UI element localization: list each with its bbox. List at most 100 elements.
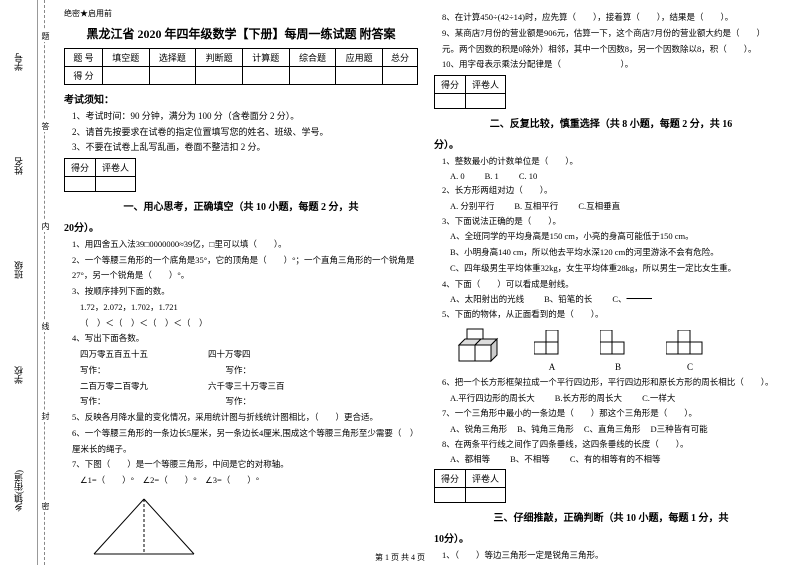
sb-cell — [435, 488, 466, 503]
question: 7、下图（ ）是一个等腰三角形，中间是它的对称轴。 — [72, 458, 418, 471]
th: 选择题 — [149, 49, 196, 67]
question: 4、下面（ ）可以看成是射线。 — [442, 278, 788, 291]
opt-label: B — [600, 362, 636, 372]
grid-icon — [534, 330, 570, 360]
td — [196, 67, 243, 85]
sb-cell — [466, 94, 506, 109]
th: 总分 — [382, 49, 417, 67]
question: 6、一个等腰三角形的一条边长5厘米，另一条边长4厘米,围成这个等腰三角形至少需要… — [72, 427, 418, 440]
question: 3、按顺序排列下面的数。 — [72, 285, 418, 298]
dash-label: 密 — [40, 500, 51, 512]
triangle-diagram — [84, 494, 204, 564]
cube-figure — [454, 325, 504, 372]
th: 填空题 — [102, 49, 149, 67]
question: 4、写出下面各数。 — [72, 332, 418, 345]
margin-label: 学号 — [12, 53, 25, 71]
td — [289, 67, 336, 85]
td — [382, 67, 417, 85]
sb-cell — [466, 488, 506, 503]
part2-title: 二、反复比较，慎重选择（共 8 小题，每题 2 分，共 16 — [434, 115, 788, 130]
question-sub: ∠1=（ ）° ∠2=（ ）° ∠3=（ ）° — [80, 474, 418, 487]
opt: A、都相等 — [450, 453, 490, 465]
question: 2、长方形两组对边（ ）。 — [442, 184, 788, 197]
text: 六千零三十万零三百 — [208, 380, 285, 393]
notice-item: 1、考试时间：90 分钟，满分为 100 分（含卷面分 2 分）。 — [72, 110, 418, 123]
table-row: 得 分 — [65, 67, 418, 85]
opt: C.一样大 — [642, 392, 675, 404]
section-score-box: 得分评卷人 — [434, 469, 506, 503]
th: 应用题 — [336, 49, 383, 67]
th: 题 号 — [65, 49, 103, 67]
opt: B、钝角三角形 — [517, 423, 574, 435]
td — [149, 67, 196, 85]
question-sub: 1.72，2.072，1.702，1.721 — [80, 301, 418, 314]
dashed-line — [44, 0, 45, 565]
opt: B、铅笔的长 — [544, 293, 592, 305]
dash-label: 线 — [40, 320, 51, 332]
cubes-icon — [454, 325, 504, 370]
binding-margin: 学号 姓名 班级 学校 乡镇(街道) — [0, 0, 38, 565]
part2-sub: 分）。 — [434, 136, 788, 151]
th: 判断题 — [196, 49, 243, 67]
question: 元。两个因数的积是0除外）相邻，其中一个因数8，另一个因数除以8，积（ ）。 — [442, 43, 788, 56]
question-sub: 写作： 写作： — [80, 364, 418, 377]
opt: C、━━━ — [612, 293, 652, 305]
opt: B、小明身高140 cm，所以他去平均水深120 cm的河里游泳不会有危险。 — [450, 246, 788, 259]
opt: D三种皆有可能 — [650, 423, 707, 435]
td: 得 分 — [65, 67, 103, 85]
sb-label: 评卷人 — [466, 76, 506, 94]
secret-label: 绝密★启用前 — [64, 8, 418, 19]
page-content: 绝密★启用前 黑龙江省 2020 年四年级数学【下册】每周一练试题 附答案 题 … — [52, 0, 800, 565]
sb-label: 得分 — [65, 158, 96, 176]
text: 写作： — [226, 395, 252, 408]
question: 7、一个三角形中最小的一条边是（ ）那这个三角形是（ ）。 — [442, 407, 788, 420]
th: 综合题 — [289, 49, 336, 67]
options: A、锐角三角形 B、钝角三角形 C、直角三角形 D三种皆有可能 — [450, 423, 788, 435]
opt: C. 10 — [519, 171, 537, 181]
opt: B.长方形的周长大 — [555, 392, 622, 404]
notice-item: 3、不要在试卷上乱写乱画，卷面不整洁扣 2 分。 — [72, 141, 418, 154]
dash-label: 答 — [40, 120, 51, 132]
dash-label: 内 — [40, 220, 51, 232]
sb-cell — [96, 176, 136, 191]
opt: A、锐角三角形 — [450, 423, 507, 435]
opt: A. 分别平行 — [450, 200, 494, 212]
text: 写作： — [80, 364, 106, 377]
td — [336, 67, 383, 85]
opt: C、有的相等有的不相等 — [570, 453, 661, 465]
section-score-box: 得分评卷人 — [64, 158, 136, 192]
option-c: C — [666, 330, 714, 372]
question-sub: 写作： 写作： — [80, 395, 418, 408]
grid-icon — [600, 330, 636, 360]
question: 1、（ ）等边三角形一定是锐角三角形。 — [442, 549, 788, 562]
option-b: B — [600, 330, 636, 372]
dash-label: 封 — [40, 410, 51, 422]
sb-label: 得分 — [435, 76, 466, 94]
opt: A.平行四边形的周长大 — [450, 392, 535, 404]
options: A、都相等 B、不相等 C、有的相等有的不相等 — [450, 453, 788, 465]
dash-label: 题 — [40, 30, 51, 42]
text: 四十万零四 — [208, 348, 251, 361]
question: 2、一个等腰三角形的一个底角是35°，它的顶角是（ ）°；一个直角三角形的一个锐… — [72, 254, 418, 267]
notice-head: 考试须知： — [64, 91, 418, 106]
td — [102, 67, 149, 85]
question: 3、下面说法正确的是（ ）。 — [442, 215, 788, 228]
th: 计算题 — [242, 49, 289, 67]
right-column: 8、在计算450÷(42÷14)时，应先算（ ），接着算（ ），结果是（ ）。 … — [426, 8, 796, 561]
opt: A、全班同学的平均身高是150 cm，小亮的身高可能低于150 cm。 — [450, 230, 788, 243]
margin-label: 班级 — [12, 261, 25, 279]
opt: A. 0 — [450, 171, 465, 181]
margin-label: 乡镇(街道) — [12, 470, 25, 512]
sb-cell — [435, 94, 466, 109]
section-score-box: 得分评卷人 — [434, 75, 506, 109]
part1-title: 一、用心思考，正确填空（共 10 小题，每题 2 分，共 — [64, 198, 418, 213]
question: 5、反映各月降水量的变化情况，采用统计图与折线统计图相比，（ ）更合适。 — [72, 411, 418, 424]
text: 四万零五百五十五 — [80, 348, 148, 361]
part3-sub: 10分）。 — [434, 530, 788, 545]
left-column: 绝密★启用前 黑龙江省 2020 年四年级数学【下册】每周一练试题 附答案 题 … — [56, 8, 426, 561]
question-sub: 四万零五百五十五 四十万零四 — [80, 348, 418, 361]
opt: C.互相垂直 — [578, 200, 620, 212]
opt: C、直角三角形 — [584, 423, 641, 435]
cube-options: A B C — [454, 325, 788, 372]
td — [242, 67, 289, 85]
